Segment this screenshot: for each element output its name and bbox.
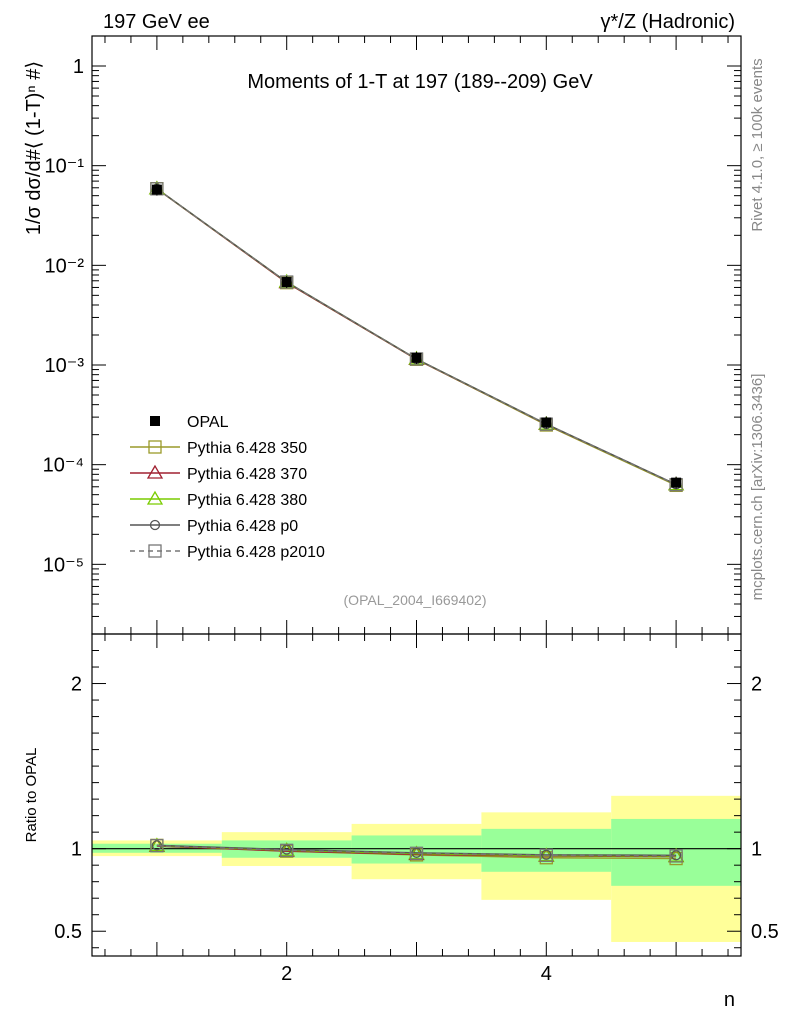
rivet-version-label: Rivet 4.1.0, ≥ 100k events [749, 58, 766, 231]
ratio-y-tick-label: 1 [71, 839, 82, 861]
opal-point-4 [541, 417, 552, 428]
opal-point-1 [151, 184, 162, 195]
ratio-series-4-point-2 [280, 843, 294, 857]
ratio-y-tick-label-right: 0.5 [751, 921, 779, 943]
legend-label: Pythia 6.428 350 [187, 440, 307, 457]
main-y-axis-label: 1/σ dσ/d#⟨ (1-T)ⁿ #⟩ [23, 61, 45, 235]
x-axis-label: n [724, 989, 735, 1011]
ratio-plot-panel: 2 4 n 0.5 0.5 1 1 2 2 Ratio to OPAL [23, 633, 779, 1011]
main-y-tick-label: 10⁻¹ [45, 156, 85, 178]
ratio-x-tick-label: 4 [541, 963, 552, 985]
main-y-tick-label: 10⁻³ [45, 355, 85, 377]
legend-marker-3 [146, 490, 164, 505]
ratio-series-4-point-1 [150, 839, 164, 853]
main-y-tick-label: 10⁻⁵ [43, 554, 84, 576]
mcplots-reference-label: mcplots.cern.ch [arXiv:1306.3436] [749, 374, 766, 601]
legend-label: Pythia 6.428 p0 [187, 518, 298, 535]
ratio-series-4-point-4 [539, 848, 553, 862]
opal-point-5 [671, 477, 682, 488]
ratio-y-axis-label: Ratio to OPAL [23, 748, 40, 843]
legend-marker-0 [150, 416, 160, 426]
ratio-y-tick-label-right: 2 [751, 674, 762, 696]
ratio-series-3-point-4 [541, 849, 552, 860]
legend-label: Pythia 6.428 370 [187, 466, 307, 483]
legend-marker-2 [146, 464, 164, 479]
ratio-series-4-point-3 [409, 846, 424, 860]
legend-label: OPAL [187, 414, 229, 431]
ratio-series-2-point-1 [148, 837, 166, 852]
chart-title: Moments of 1-T at 197 (189--209) GeV [247, 71, 593, 93]
ratio-y-tick-label: 0.5 [54, 921, 82, 943]
main-y-tick-label: 10⁻² [45, 255, 85, 277]
analysis-watermark: (OPAL_2004_I669402) [344, 592, 487, 608]
main-plot-panel: 1 10⁻¹ 10⁻² 10⁻³ 10⁻⁴ 10⁻⁵ Moments of 1-T at 1… [23, 35, 742, 635]
legend-label: Pythia 6.428 p2010 [187, 544, 325, 561]
legend-marker-4 [149, 519, 161, 531]
header-left-label: 197 GeV ee [103, 11, 210, 33]
legend-marker-5 [148, 544, 162, 558]
legend-label: Pythia 6.428 380 [187, 492, 307, 509]
ratio-x-tick-label: 2 [281, 963, 292, 985]
ratio-series-3-point-2 [281, 844, 292, 855]
legend: OPAL Pythia 6.428 350 Pythia 6.428 370 Pyth… [130, 414, 325, 561]
opal-point-3 [411, 352, 422, 363]
ratio-series-4-point-5 [669, 849, 683, 863]
main-y-tick-label: 10⁻⁴ [43, 455, 84, 477]
ratio-y-tick-label: 2 [71, 674, 82, 696]
ratio-y-tick-label-right: 1 [751, 839, 762, 861]
main-y-tick-label: 1 [73, 56, 84, 78]
legend-marker-1 [148, 440, 162, 454]
header-right-label: γ*/Z (Hadronic) [601, 11, 735, 33]
opal-point-2 [281, 277, 292, 288]
ratio-series-line-4 [156, 844, 677, 857]
